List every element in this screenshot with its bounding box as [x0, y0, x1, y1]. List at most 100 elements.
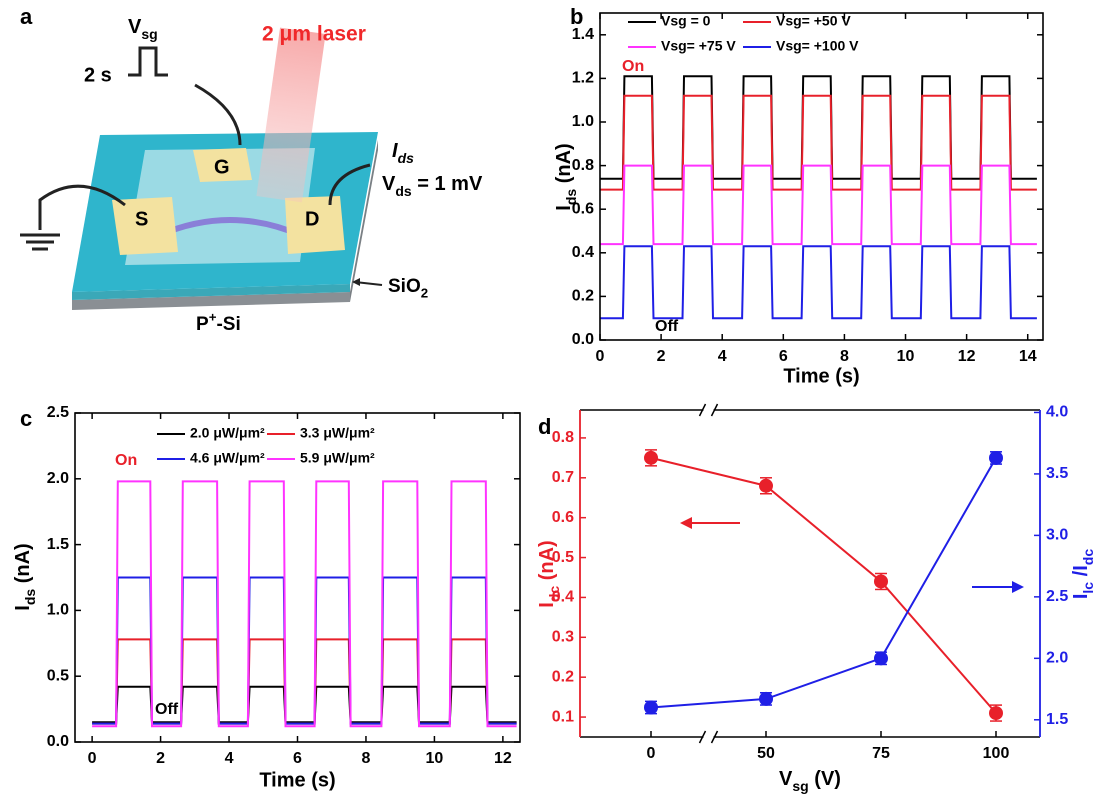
oxide-label-part: 2 [421, 285, 428, 300]
pulse-label: 2 s [84, 64, 112, 86]
x-tick-label: 8 [362, 750, 371, 767]
panel-label: a [20, 4, 33, 29]
y-tick-label: 0.1 [552, 708, 574, 725]
substrate-label-part: P [196, 314, 209, 335]
series-line [600, 76, 1037, 179]
marker [644, 700, 658, 714]
y-tick-label: 2.0 [47, 470, 69, 487]
y2-tick-label: 3.0 [1046, 527, 1068, 544]
substrate-label-part: -Si [216, 314, 240, 335]
legend-label: Vsg= +100 V [776, 38, 859, 54]
gate-label: G [214, 156, 230, 178]
marker [644, 451, 658, 465]
series-line [651, 458, 996, 713]
marker [759, 692, 773, 706]
axis-arrowhead [680, 517, 692, 529]
legend-label: Vsg= +75 V [661, 38, 736, 54]
bias-label-part: ds [395, 183, 412, 199]
ground [20, 235, 60, 249]
y-tick-label: 0.0 [572, 331, 594, 348]
y-axis-title: Idc (nA) [536, 540, 561, 607]
x-tick-label: 4 [225, 750, 234, 767]
y2-axis-title-part: lc [1080, 582, 1096, 594]
y-tick-label: 1.2 [572, 70, 594, 87]
x-axis-title-part: V [779, 768, 793, 790]
legend-label: 5.9 μW/μm² [300, 450, 375, 466]
x-tick-label: 6 [779, 348, 788, 365]
device-diagram [20, 28, 382, 310]
panel-label: c [20, 406, 32, 431]
y2-tick-label: 3.5 [1046, 465, 1068, 482]
y2-axis-title-part: dc [1080, 549, 1096, 566]
series-line [92, 481, 516, 726]
x-tick-label: 10 [897, 348, 915, 365]
bias-label: Vds = 1 mV [382, 173, 483, 198]
y-axis-title-part: ds [22, 589, 38, 606]
pulse [128, 48, 168, 75]
y-tick-label: 0.0 [47, 733, 69, 750]
annotation: Off [655, 318, 679, 335]
y-axis-title-part: (nA) [536, 540, 558, 586]
x-tick-label: 12 [494, 750, 512, 767]
y2-axis-title-part: /I [1070, 565, 1092, 582]
y-tick-label: 0.8 [552, 429, 574, 446]
marker [874, 651, 888, 665]
y-tick-label: 0.7 [552, 469, 574, 486]
source-label: S [135, 208, 148, 230]
legend-label: Vsg= +50 V [776, 13, 851, 29]
y-tick-label: 2.5 [47, 404, 69, 421]
y-tick-label: 1.5 [47, 536, 69, 553]
x-tick-label: 2 [156, 750, 165, 767]
gate-voltage-label: Vsg [128, 16, 158, 41]
x-tick-label: 100 [983, 745, 1010, 762]
y-tick-label: 1.0 [47, 602, 69, 619]
x-tick-label: 4 [718, 348, 727, 365]
x-axis-title-part: sg [792, 778, 808, 794]
axis-break-gap [704, 734, 714, 740]
drain-label: D [305, 208, 319, 230]
plot-frame [600, 13, 1043, 340]
y-tick-label: 0.6 [552, 509, 574, 526]
oxide-label-part: SiO [388, 276, 421, 297]
axis-break-gap [704, 407, 714, 413]
bias-label-part: = 1 mV [412, 173, 483, 195]
figure: a2 μm laserVsg2 sGSDIdsVds = 1 mVSiO2P+-… [0, 0, 1110, 794]
substrate-label: P+-Si [196, 309, 241, 335]
y2-tick-label: 4.0 [1046, 404, 1068, 421]
oxide-label: SiO2 [388, 276, 428, 300]
legend-label: 4.6 μW/μm² [190, 450, 265, 466]
y-axis-title: Ids (nA) [12, 543, 37, 610]
legend-label: 3.3 μW/μm² [300, 425, 375, 441]
page: a2 μm laserVsg2 sGSDIdsVds = 1 mVSiO2P+-… [0, 0, 1110, 794]
x-tick-label: 12 [958, 348, 976, 365]
current-label: Ids [392, 140, 414, 165]
panel-label: b [570, 4, 583, 29]
series-line [600, 246, 1037, 318]
y-tick-label: 0.4 [572, 244, 594, 261]
gate-voltage-label-part: V [128, 16, 142, 38]
annotation: Off [155, 701, 179, 718]
marker [759, 479, 773, 493]
annotation: On [115, 452, 137, 469]
x-tick-label: 0 [647, 745, 656, 762]
legend-label: Vsg = 0 [661, 13, 711, 29]
x-tick-label: 2 [657, 348, 666, 365]
y2-tick-label: 2.5 [1046, 588, 1068, 605]
panel-label: d [538, 414, 551, 439]
current-label-part: ds [398, 150, 415, 166]
x-tick-label: 8 [840, 348, 849, 365]
bias-label-part: V [382, 173, 396, 195]
gate-voltage-label-part: sg [141, 26, 157, 42]
y2-tick-label: 2.0 [1046, 650, 1068, 667]
x-axis-title: Vsg (V) [779, 768, 841, 793]
x-tick-label: 10 [426, 750, 444, 767]
x-tick-label: 0 [88, 750, 97, 767]
series-line [651, 458, 996, 708]
y-tick-label: 0.2 [552, 668, 574, 685]
y-axis-title-part: (nA) [553, 143, 575, 189]
y2-tick-label: 1.5 [1046, 711, 1068, 728]
legend-label: 2.0 μW/μm² [190, 425, 265, 441]
y-tick-label: 0.5 [47, 667, 69, 684]
y-axis-title-part: ds [563, 189, 579, 206]
x-tick-label: 50 [757, 745, 775, 762]
